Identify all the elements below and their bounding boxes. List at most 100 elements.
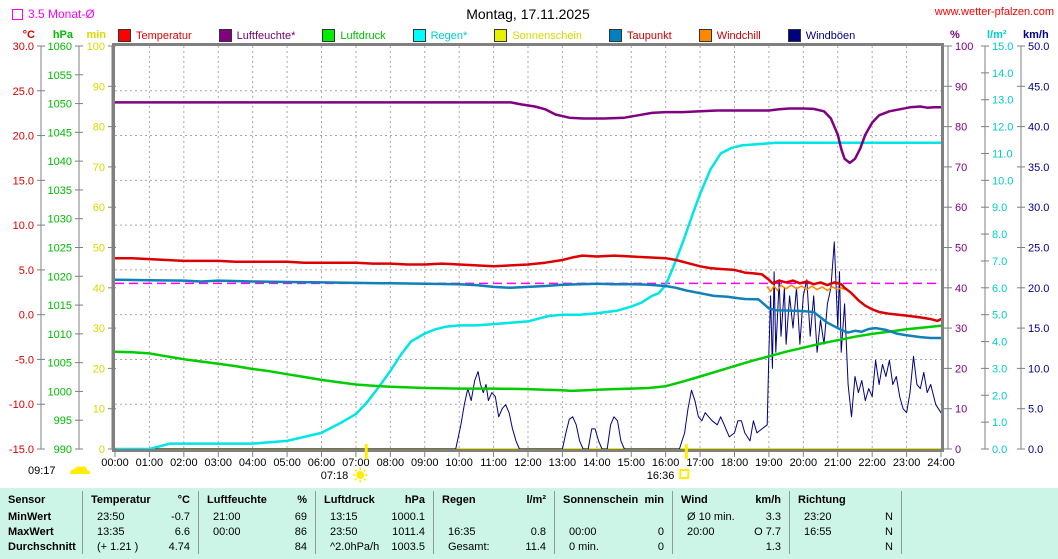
axis-tick-label: 25.0 bbox=[1028, 243, 1049, 255]
axis-tick-label: 10.0 bbox=[1028, 363, 1049, 375]
table-cell: (+ 1.21 ) 4.74 bbox=[83, 539, 199, 554]
axis-tick-label: 1010 bbox=[48, 329, 72, 341]
x-tick-label: 09:00 bbox=[411, 457, 439, 469]
cloud-icon bbox=[70, 466, 91, 474]
axis-tick-label: 995 bbox=[54, 415, 72, 427]
x-tick-label: 10:00 bbox=[445, 457, 473, 469]
legend-item-taupunkt: Taupunkt bbox=[609, 29, 672, 42]
weather-chart: °C30.025.020.015.010.05.00.0-5.0-10.0-15… bbox=[9, 29, 1049, 483]
cell-value: 1011.4 bbox=[392, 525, 425, 538]
axis-tick-label: 1040 bbox=[48, 156, 72, 168]
axis-tick-label: -15.0 bbox=[9, 444, 34, 456]
cell-value: 11.4 bbox=[525, 540, 546, 553]
cell-time: 0 min. bbox=[569, 540, 599, 553]
site-link[interactable]: www.wetter-pfalzen.com bbox=[934, 6, 1054, 18]
cell-value: km/h bbox=[755, 494, 781, 506]
table-row-label: MinWert bbox=[0, 509, 83, 524]
axis-tick-label: 5.0 bbox=[992, 310, 1007, 322]
table-cell: Richtung bbox=[790, 491, 902, 509]
axis-tick-label: 20 bbox=[955, 363, 967, 375]
cell-value: N bbox=[885, 525, 893, 538]
axis-tick-label: 30 bbox=[93, 323, 105, 335]
moon-time: 09:17 bbox=[28, 465, 56, 477]
axis-tick-label: 10 bbox=[955, 404, 967, 416]
axis-tick-label: 1030 bbox=[48, 214, 72, 226]
axis-tick-label: 1050 bbox=[48, 99, 72, 111]
table-corner: Sensor bbox=[0, 491, 83, 509]
x-tick-label: 24:00 bbox=[927, 457, 955, 469]
legend-label: Temperatur bbox=[136, 29, 192, 42]
axis-tick-label: 15.0 bbox=[1028, 323, 1049, 335]
axis-tick-label: 1020 bbox=[48, 271, 72, 283]
x-tick-label: 22:00 bbox=[858, 457, 886, 469]
x-tick-label: 18:00 bbox=[721, 457, 749, 469]
cell-value: O 7.7 bbox=[754, 525, 781, 538]
legend-label: Windböen bbox=[805, 29, 856, 42]
x-tick-label: 02:00 bbox=[170, 457, 198, 469]
cell-value: 84 bbox=[294, 540, 307, 553]
axis-tick-label: 20.0 bbox=[1028, 283, 1049, 295]
table-cell: ^2.0hPa/h 1003.5 bbox=[316, 539, 434, 554]
cell-time: 23:50 bbox=[330, 525, 358, 538]
axis-tick-label: 5.0 bbox=[19, 265, 34, 277]
sun-ray bbox=[354, 478, 358, 481]
axis-tick-label: 10 bbox=[93, 404, 105, 416]
legend-item-windchill: Windchill bbox=[698, 29, 761, 42]
cell-value: 6.6 bbox=[174, 525, 190, 538]
table-cell: 23:20 N bbox=[790, 509, 902, 524]
axis-tick-label: 1055 bbox=[48, 70, 72, 82]
x-tick-label: 23:00 bbox=[893, 457, 921, 469]
axis-tick-label: 1025 bbox=[48, 243, 72, 255]
x-tick-label: 14:00 bbox=[583, 457, 611, 469]
axis-unit-lm2: l/m² bbox=[987, 29, 1007, 41]
axis-unit-hPa: hPa bbox=[53, 29, 74, 41]
axis-tick-label: 35.0 bbox=[1028, 162, 1049, 174]
cell-value: °C bbox=[177, 494, 190, 506]
table-cell: Luftdruck hPa bbox=[316, 491, 434, 509]
cell-time: 13:15 bbox=[330, 510, 358, 523]
table-cell bbox=[555, 509, 673, 524]
series-windböen bbox=[114, 241, 942, 450]
legend-label: Taupunkt bbox=[627, 29, 672, 42]
x-tick-label: 13:00 bbox=[549, 457, 577, 469]
axis-tick-label: 100 bbox=[955, 41, 973, 53]
axis-tick-label: 0 bbox=[955, 444, 961, 456]
axis-tick-label: 10.0 bbox=[992, 175, 1013, 187]
cell-time: Regen bbox=[442, 494, 476, 506]
cell-value: l/m² bbox=[526, 494, 546, 506]
axis-tick-label: -10.0 bbox=[9, 399, 34, 411]
axis-tick-label: 30 bbox=[955, 323, 967, 335]
cell-time: 00:00 bbox=[213, 525, 241, 538]
series-regen bbox=[113, 141, 943, 451]
table-cell: 1.3 bbox=[673, 539, 790, 554]
legend-swatch-icon bbox=[787, 29, 801, 42]
axis-tick-label: 1015 bbox=[48, 300, 72, 312]
x-tick-label: 12:00 bbox=[514, 457, 542, 469]
axis-tick-label: 15.0 bbox=[992, 41, 1013, 53]
cell-time: Luftfeuchte bbox=[207, 494, 267, 506]
table-cell: 84 bbox=[199, 539, 316, 554]
axis-tick-label: 1060 bbox=[48, 41, 72, 53]
cell-value: 1.3 bbox=[765, 540, 781, 553]
series-windchill bbox=[766, 284, 846, 293]
sun-ray bbox=[363, 469, 367, 472]
axis-tick-label: 60 bbox=[955, 202, 967, 214]
axis-tick-label: 70 bbox=[93, 162, 105, 174]
legend-label: Sonnenschein bbox=[512, 29, 583, 42]
table-cell: 00:00 0 bbox=[555, 524, 673, 539]
x-tick-label: 20:00 bbox=[790, 457, 818, 469]
legend-item-regen: Regen* bbox=[412, 29, 467, 42]
axis-tick-label: 40 bbox=[955, 283, 967, 295]
cell-value: hPa bbox=[404, 494, 425, 506]
x-tick-label: 03:00 bbox=[204, 457, 232, 469]
month-average-line-icon bbox=[12, 8, 23, 20]
table-cell: Sonnenschein min bbox=[555, 491, 673, 509]
cell-time: 23:50 bbox=[97, 510, 125, 523]
cell-value: N bbox=[885, 540, 893, 553]
axis-tick-label: 40 bbox=[93, 283, 105, 295]
table-cell: 0 min. 0 bbox=[555, 539, 673, 554]
axis-tick-label: 11.0 bbox=[992, 148, 1013, 160]
legend-swatch-icon bbox=[494, 29, 508, 42]
cell-value: N bbox=[885, 510, 893, 523]
cell-time: Temperatur bbox=[91, 494, 151, 506]
